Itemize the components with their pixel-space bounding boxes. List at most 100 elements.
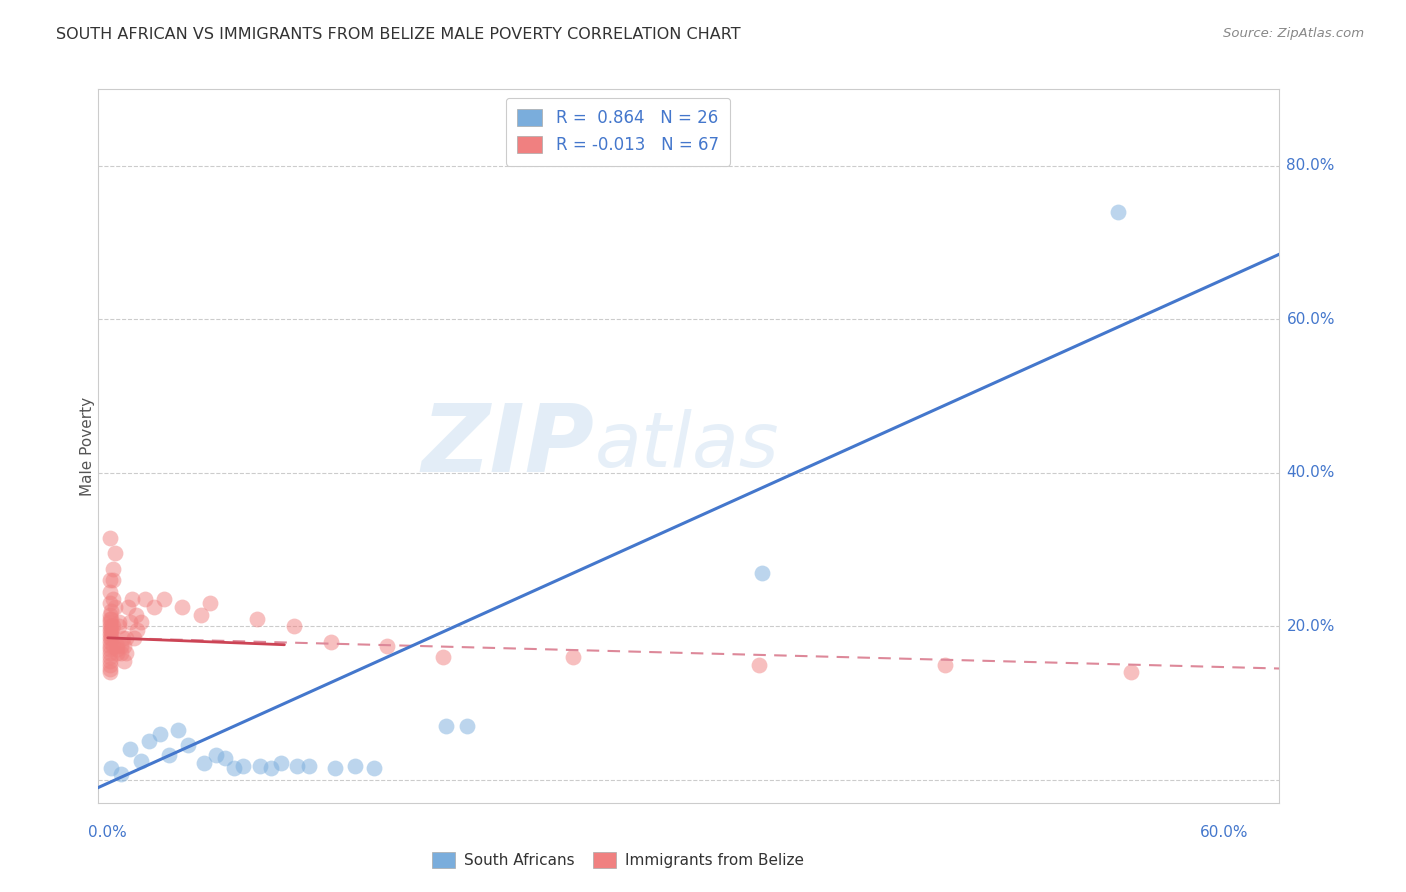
Point	[118, 615, 141, 630]
Point	[124, 607, 146, 622]
Point	[98, 584, 121, 599]
Point	[1119, 665, 1142, 680]
Point	[98, 619, 121, 633]
Point	[249, 759, 271, 773]
Text: 20.0%: 20.0%	[1286, 619, 1334, 634]
Point	[100, 619, 122, 633]
Point	[434, 719, 457, 733]
Point	[115, 631, 138, 645]
Point	[149, 727, 172, 741]
Text: 60.0%: 60.0%	[1199, 825, 1249, 840]
Point	[103, 574, 125, 588]
Text: 80.0%: 80.0%	[1286, 159, 1334, 173]
Point	[110, 646, 132, 660]
Point	[214, 751, 236, 765]
Point	[104, 546, 127, 560]
Point	[103, 592, 125, 607]
Point	[98, 665, 121, 680]
Point	[114, 639, 136, 653]
Point	[100, 623, 122, 637]
Point	[98, 646, 121, 660]
Point	[232, 759, 254, 773]
Text: Source: ZipAtlas.com: Source: ZipAtlas.com	[1223, 27, 1364, 40]
Point	[103, 619, 125, 633]
Point	[751, 566, 773, 580]
Point	[283, 619, 305, 633]
Point	[98, 650, 121, 665]
Point	[134, 592, 156, 607]
Point	[98, 596, 121, 610]
Point	[105, 639, 128, 653]
Point	[105, 646, 128, 660]
Point	[432, 650, 454, 665]
Point	[204, 748, 226, 763]
Point	[934, 657, 956, 672]
Point	[129, 754, 152, 768]
Point	[117, 600, 139, 615]
Point	[100, 761, 122, 775]
Point	[190, 607, 212, 622]
Point	[561, 650, 583, 665]
Point	[105, 642, 128, 657]
Point	[287, 759, 309, 773]
Point	[98, 615, 121, 630]
Text: atlas: atlas	[595, 409, 779, 483]
Point	[127, 623, 149, 637]
Point	[98, 657, 121, 672]
Text: 40.0%: 40.0%	[1286, 466, 1334, 481]
Point	[260, 761, 283, 775]
Point	[157, 748, 180, 763]
Point	[375, 639, 398, 653]
Point	[100, 604, 122, 618]
Point	[100, 612, 122, 626]
Point	[176, 738, 198, 752]
Point	[114, 654, 136, 668]
Point	[103, 562, 125, 576]
Point	[108, 619, 131, 633]
Point	[111, 631, 134, 645]
Point	[98, 631, 121, 645]
Text: 60.0%: 60.0%	[1286, 312, 1334, 326]
Point	[138, 734, 160, 748]
Text: ZIP: ZIP	[422, 400, 595, 492]
Point	[98, 639, 121, 653]
Point	[363, 761, 385, 775]
Point	[115, 646, 138, 660]
Point	[98, 634, 121, 648]
Point	[100, 627, 122, 641]
Point	[110, 766, 132, 780]
Legend: South Africans, Immigrants from Belize: South Africans, Immigrants from Belize	[423, 843, 813, 877]
Point	[319, 634, 342, 648]
Point	[323, 761, 346, 775]
Point	[143, 600, 166, 615]
Point	[167, 723, 190, 737]
Point	[104, 600, 127, 615]
Point	[108, 615, 131, 630]
Point	[121, 592, 143, 607]
Point	[270, 756, 292, 770]
Point	[110, 639, 132, 653]
Text: 0.0%: 0.0%	[89, 825, 127, 840]
Point	[245, 612, 267, 626]
Point	[98, 531, 121, 545]
Point	[98, 607, 121, 622]
Point	[98, 654, 121, 668]
Point	[98, 612, 121, 626]
Y-axis label: Male Poverty: Male Poverty	[80, 396, 94, 496]
Point	[98, 642, 121, 657]
Point	[748, 657, 770, 672]
Point	[98, 661, 121, 675]
Point	[152, 592, 174, 607]
Point	[224, 761, 246, 775]
Point	[98, 627, 121, 641]
Point	[198, 596, 221, 610]
Point	[103, 639, 125, 653]
Point	[98, 574, 121, 588]
Point	[100, 631, 122, 645]
Point	[172, 600, 194, 615]
Point	[122, 631, 145, 645]
Point	[118, 742, 141, 756]
Point	[1107, 205, 1129, 219]
Point	[456, 719, 478, 733]
Point	[344, 759, 367, 773]
